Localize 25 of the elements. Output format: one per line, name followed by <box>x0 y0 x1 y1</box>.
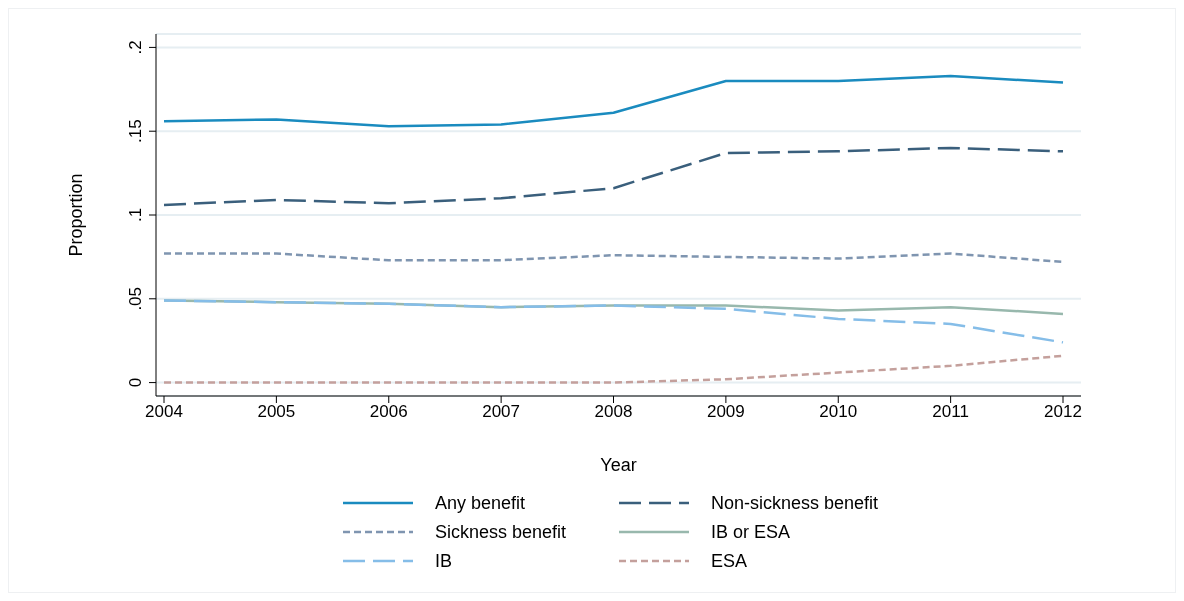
x-tick-label: 2008 <box>594 402 633 422</box>
x-tick-label: 2011 <box>932 402 969 422</box>
legend-label: Non-sickness benefit <box>711 492 879 514</box>
x-tick-label: 2005 <box>257 402 296 422</box>
x-tick-label: 2004 <box>145 402 183 422</box>
x-tick-label: 2009 <box>706 402 745 422</box>
line-series <box>162 299 1065 344</box>
x-axis-title: Year <box>600 455 637 475</box>
y-tick-label: 0 <box>126 377 145 388</box>
x-tick-label: 2007 <box>482 402 521 422</box>
x-tick-label: 2010 <box>819 402 858 422</box>
legend-label: ESA <box>711 550 748 572</box>
y-tick-label: .1 <box>126 207 145 223</box>
legend-label: IB or ESA <box>711 521 791 543</box>
y-tick-label: .15 <box>126 119 145 144</box>
legend-label: Sickness benefit <box>435 521 567 543</box>
line-series <box>162 146 1065 207</box>
y-tick-label: .2 <box>126 40 145 55</box>
x-tick-label: 2006 <box>369 402 408 422</box>
legend-label: IB <box>435 550 453 572</box>
legend-label: Any benefit <box>435 492 526 514</box>
y-tick-label: .05 <box>126 286 145 311</box>
x-tick-label: 2012 <box>1044 402 1082 422</box>
line-series <box>162 74 1065 128</box>
y-axis-title: Proportion <box>66 173 87 257</box>
